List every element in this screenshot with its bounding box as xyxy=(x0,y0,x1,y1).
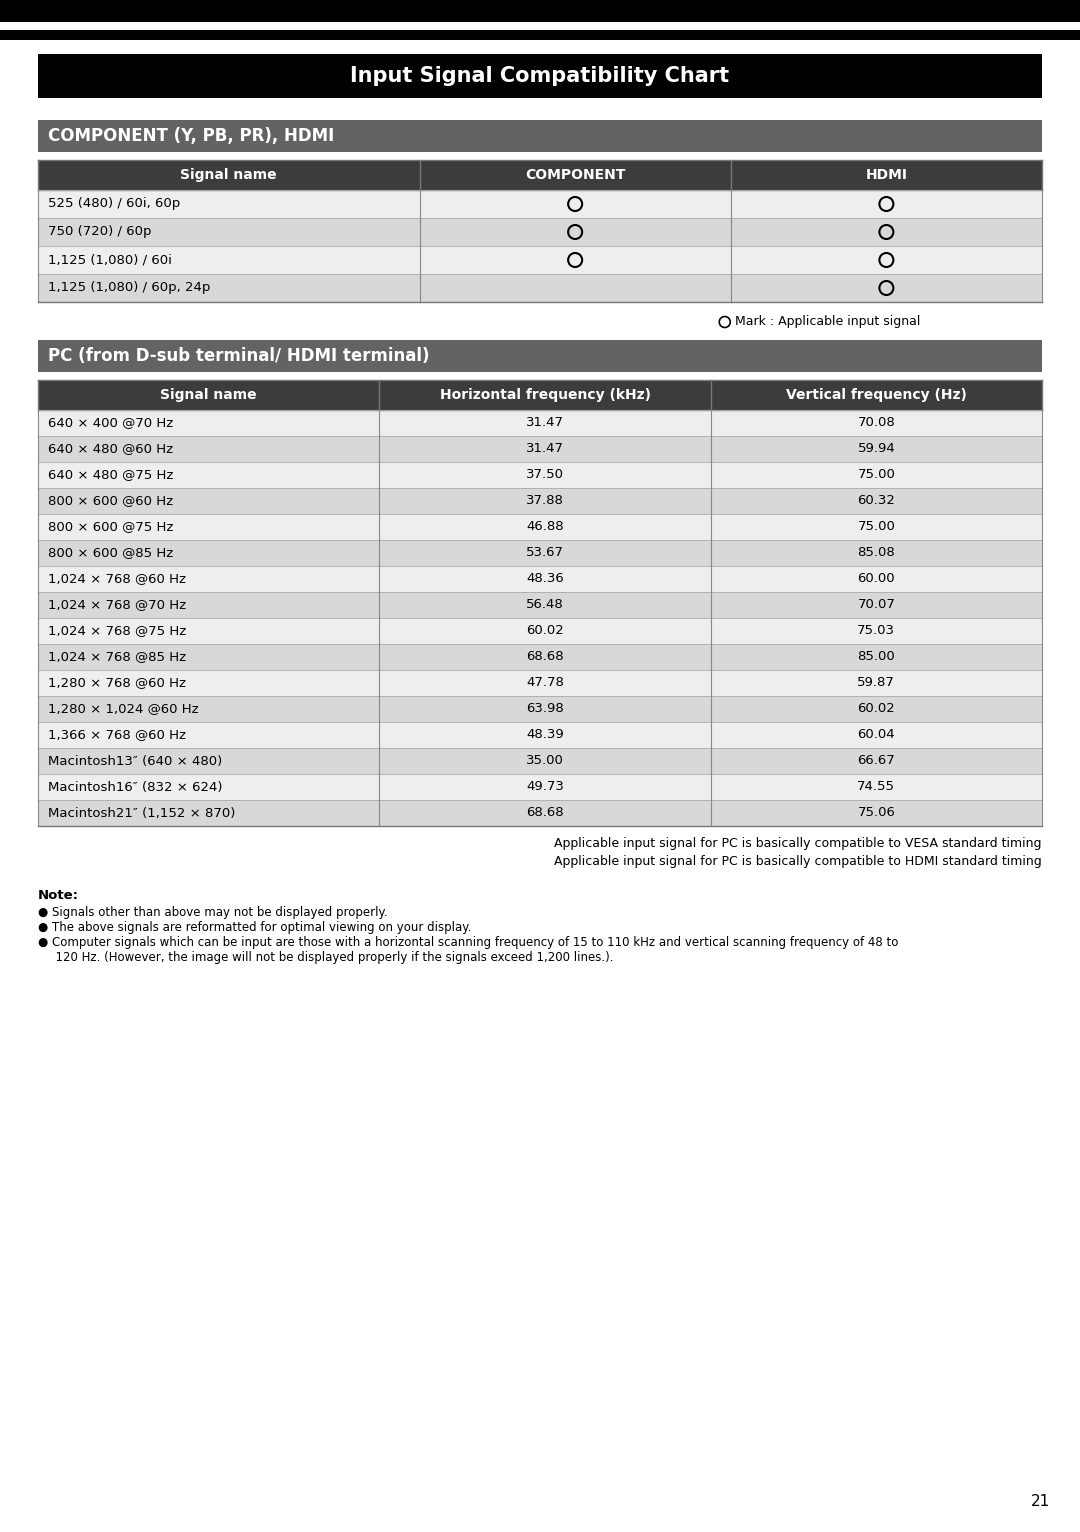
Text: 85.08: 85.08 xyxy=(858,547,895,559)
Text: 750 (720) / 60p: 750 (720) / 60p xyxy=(48,225,151,239)
Text: Horizontal frequency (kHz): Horizontal frequency (kHz) xyxy=(440,388,650,401)
Text: 37.50: 37.50 xyxy=(526,469,564,481)
Text: 70.08: 70.08 xyxy=(858,417,895,429)
Text: 31.47: 31.47 xyxy=(526,417,564,429)
Text: 800 × 600 @85 Hz: 800 × 600 @85 Hz xyxy=(48,547,173,559)
Text: Vertical frequency (Hz): Vertical frequency (Hz) xyxy=(786,388,967,401)
Bar xyxy=(38,591,1042,617)
Bar xyxy=(38,539,1042,565)
Bar xyxy=(38,190,1042,218)
Text: Macintosh21″ (1,152 × 870): Macintosh21″ (1,152 × 870) xyxy=(48,806,235,820)
Text: 53.67: 53.67 xyxy=(526,547,564,559)
Text: 640 × 480 @60 Hz: 640 × 480 @60 Hz xyxy=(48,443,173,455)
Bar xyxy=(38,119,1042,152)
Text: Applicable input signal for PC is basically compatible to VESA standard timing: Applicable input signal for PC is basica… xyxy=(554,838,1042,850)
Text: 68.68: 68.68 xyxy=(526,806,564,820)
Text: ● The above signals are reformatted for optimal viewing on your display.: ● The above signals are reformatted for … xyxy=(38,921,471,935)
Bar xyxy=(38,643,1042,669)
Text: 1,024 × 768 @75 Hz: 1,024 × 768 @75 Hz xyxy=(48,625,186,637)
Text: 46.88: 46.88 xyxy=(526,521,564,533)
Text: 60.32: 60.32 xyxy=(858,495,895,507)
Bar xyxy=(38,437,1042,463)
Text: 48.36: 48.36 xyxy=(526,573,564,585)
Text: Signal name: Signal name xyxy=(180,169,278,182)
Bar xyxy=(38,411,1042,437)
Text: Macintosh13″ (640 × 480): Macintosh13″ (640 × 480) xyxy=(48,754,222,768)
Text: Input Signal Compatibility Chart: Input Signal Compatibility Chart xyxy=(350,66,730,86)
Bar xyxy=(38,774,1042,800)
Text: 640 × 480 @75 Hz: 640 × 480 @75 Hz xyxy=(48,469,174,481)
Text: 60.04: 60.04 xyxy=(858,729,895,741)
Text: COMPONENT: COMPONENT xyxy=(525,169,625,182)
Text: 800 × 600 @60 Hz: 800 × 600 @60 Hz xyxy=(48,495,173,507)
Bar xyxy=(38,218,1042,247)
Text: 59.94: 59.94 xyxy=(858,443,895,455)
Text: 640 × 400 @70 Hz: 640 × 400 @70 Hz xyxy=(48,417,173,429)
Text: ● Computer signals which can be input are those with a horizontal scanning frequ: ● Computer signals which can be input ar… xyxy=(38,936,899,948)
Text: 85.00: 85.00 xyxy=(858,651,895,663)
Text: COMPONENT (Y, PB, PR), HDMI: COMPONENT (Y, PB, PR), HDMI xyxy=(48,127,334,146)
Text: 63.98: 63.98 xyxy=(526,703,564,715)
Text: 75.06: 75.06 xyxy=(858,806,895,820)
Bar xyxy=(38,617,1042,643)
Text: 800 × 600 @75 Hz: 800 × 600 @75 Hz xyxy=(48,521,174,533)
Text: Signal name: Signal name xyxy=(160,388,257,401)
Text: 47.78: 47.78 xyxy=(526,677,564,689)
Text: 1,366 × 768 @60 Hz: 1,366 × 768 @60 Hz xyxy=(48,729,186,741)
Text: 37.88: 37.88 xyxy=(526,495,564,507)
Text: 1,024 × 768 @60 Hz: 1,024 × 768 @60 Hz xyxy=(48,573,186,585)
Bar xyxy=(38,722,1042,748)
Text: 1,280 × 768 @60 Hz: 1,280 × 768 @60 Hz xyxy=(48,677,186,689)
Text: 60.00: 60.00 xyxy=(858,573,895,585)
Text: Mark : Applicable input signal: Mark : Applicable input signal xyxy=(734,316,920,328)
Text: Applicable input signal for PC is basically compatible to HDMI standard timing: Applicable input signal for PC is basica… xyxy=(554,855,1042,867)
Text: 60.02: 60.02 xyxy=(858,703,895,715)
Text: 75.00: 75.00 xyxy=(858,469,895,481)
Text: 74.55: 74.55 xyxy=(858,780,895,794)
Text: Macintosh16″ (832 × 624): Macintosh16″ (832 × 624) xyxy=(48,780,222,794)
Bar xyxy=(38,340,1042,372)
Text: 120 Hz. (However, the image will not be displayed properly if the signals exceed: 120 Hz. (However, the image will not be … xyxy=(48,951,613,964)
Bar xyxy=(38,489,1042,515)
Text: 75.00: 75.00 xyxy=(858,521,895,533)
Bar xyxy=(38,696,1042,722)
Text: HDMI: HDMI xyxy=(865,169,907,182)
Text: 35.00: 35.00 xyxy=(526,754,564,768)
Text: Note:: Note: xyxy=(38,889,79,902)
Text: ● Signals other than above may not be displayed properly.: ● Signals other than above may not be di… xyxy=(38,905,388,919)
Text: PC (from D-sub terminal/ HDMI terminal): PC (from D-sub terminal/ HDMI terminal) xyxy=(48,348,430,365)
Bar xyxy=(38,247,1042,274)
Text: 1,024 × 768 @85 Hz: 1,024 × 768 @85 Hz xyxy=(48,651,186,663)
Text: 68.68: 68.68 xyxy=(526,651,564,663)
Text: 66.67: 66.67 xyxy=(858,754,895,768)
Bar xyxy=(38,515,1042,539)
Bar xyxy=(38,748,1042,774)
Bar xyxy=(0,0,1080,21)
Text: 1,125 (1,080) / 60i: 1,125 (1,080) / 60i xyxy=(48,253,172,267)
Text: 1,024 × 768 @70 Hz: 1,024 × 768 @70 Hz xyxy=(48,599,186,611)
Text: 60.02: 60.02 xyxy=(526,625,564,637)
Text: 48.39: 48.39 xyxy=(526,729,564,741)
Bar xyxy=(38,380,1042,411)
Bar xyxy=(38,463,1042,489)
Text: 70.07: 70.07 xyxy=(858,599,895,611)
Bar xyxy=(38,565,1042,591)
Bar xyxy=(0,31,1080,40)
Text: 21: 21 xyxy=(1030,1495,1050,1509)
Text: 1,125 (1,080) / 60p, 24p: 1,125 (1,080) / 60p, 24p xyxy=(48,282,211,294)
Bar xyxy=(38,669,1042,696)
Text: 31.47: 31.47 xyxy=(526,443,564,455)
Bar xyxy=(38,159,1042,190)
Bar xyxy=(38,800,1042,826)
Bar xyxy=(38,274,1042,302)
Text: 49.73: 49.73 xyxy=(526,780,564,794)
Bar xyxy=(38,54,1042,98)
Text: 75.03: 75.03 xyxy=(858,625,895,637)
Text: 1,280 × 1,024 @60 Hz: 1,280 × 1,024 @60 Hz xyxy=(48,703,199,715)
Text: 525 (480) / 60i, 60p: 525 (480) / 60i, 60p xyxy=(48,198,180,210)
Text: 56.48: 56.48 xyxy=(526,599,564,611)
Text: 59.87: 59.87 xyxy=(858,677,895,689)
